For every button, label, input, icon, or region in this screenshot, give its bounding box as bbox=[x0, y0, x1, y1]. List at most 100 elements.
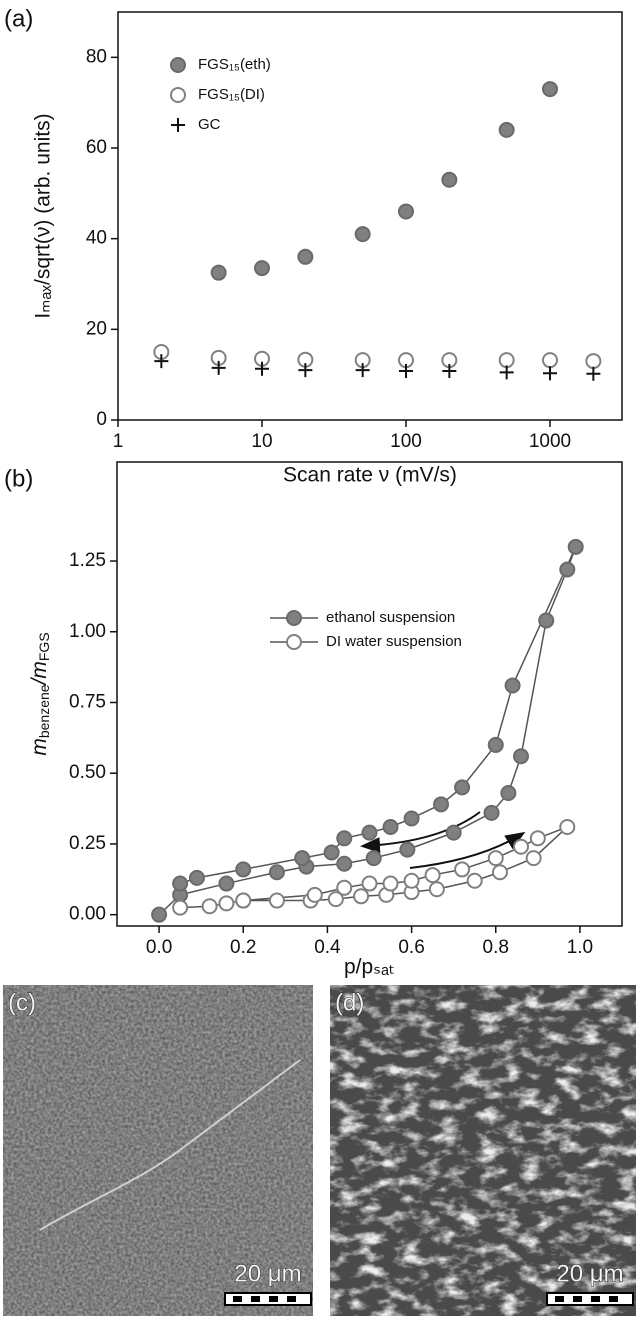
y-axis-label: mbenzene/mFGS bbox=[28, 632, 52, 755]
x-tick-label: 1.0 bbox=[567, 937, 593, 958]
marker-filled bbox=[254, 260, 271, 277]
plot-frame bbox=[116, 461, 623, 927]
marker-open bbox=[361, 875, 378, 892]
marker-filled bbox=[268, 864, 285, 881]
marker-open bbox=[172, 899, 189, 916]
marker-filled bbox=[454, 779, 471, 796]
marker-filled bbox=[513, 748, 529, 765]
marker-open bbox=[424, 867, 441, 884]
marker-open bbox=[235, 892, 252, 909]
panel-label: (c) bbox=[8, 989, 36, 1016]
adsorption-arrow bbox=[409, 831, 526, 869]
marker-open bbox=[327, 891, 344, 908]
marker-filled bbox=[487, 736, 504, 753]
legend-label: GC bbox=[198, 116, 221, 133]
legend-marker bbox=[286, 634, 302, 650]
marker-filled bbox=[445, 824, 462, 841]
x-axis-label: Scan rate ν (mV/s) bbox=[283, 464, 457, 487]
marker-filled bbox=[172, 875, 189, 892]
x-tick-label: 10 bbox=[251, 431, 272, 452]
marker-open bbox=[336, 879, 353, 896]
y-tick-label: 20 bbox=[86, 318, 107, 339]
marker-open bbox=[525, 850, 542, 867]
legend-marker bbox=[170, 87, 186, 103]
legend-marker bbox=[171, 118, 185, 132]
y-tick-label: 0.25 bbox=[69, 833, 106, 854]
marker-open bbox=[513, 838, 529, 855]
legend-label: FGS₁₅(DI) bbox=[198, 86, 265, 103]
marker-open bbox=[403, 872, 420, 889]
y-tick-label: 40 bbox=[86, 228, 107, 249]
y-axis-label-part: m bbox=[28, 738, 51, 756]
marker-filled bbox=[542, 81, 559, 98]
panel-label: (a) bbox=[4, 5, 33, 32]
marker-filled bbox=[235, 861, 252, 878]
marker-plus bbox=[154, 354, 169, 369]
marker-filled bbox=[498, 121, 515, 138]
marker-open bbox=[491, 864, 508, 881]
plot-frame bbox=[117, 11, 623, 421]
marker-filled bbox=[433, 796, 450, 813]
marker-filled bbox=[483, 804, 500, 821]
y-tick-label: 0.50 bbox=[69, 762, 106, 783]
y-tick-label: 60 bbox=[86, 137, 107, 158]
y-tick-label: 80 bbox=[86, 46, 107, 67]
scale-label: 20 μm bbox=[234, 1260, 301, 1287]
marker-open bbox=[542, 352, 559, 369]
legend-label: FGS₁₅(eth) bbox=[198, 56, 271, 73]
y-tick-label: 0 bbox=[96, 409, 107, 430]
marker-filled bbox=[441, 171, 458, 188]
marker-open bbox=[454, 861, 471, 878]
marker-filled bbox=[336, 855, 353, 872]
y-axis-label-part: FGS bbox=[36, 632, 52, 661]
x-tick-label: 0.4 bbox=[314, 937, 341, 958]
marker-plus bbox=[355, 363, 370, 378]
marker-filled bbox=[504, 677, 521, 694]
marker-open bbox=[559, 818, 576, 835]
x-tick-label: 1 bbox=[113, 431, 124, 452]
marker-plus bbox=[255, 361, 270, 376]
marker-open bbox=[487, 850, 504, 867]
y-tick-label: 1.25 bbox=[69, 550, 106, 571]
marker-plus bbox=[586, 366, 601, 381]
marker-filled bbox=[500, 785, 517, 802]
marker-filled bbox=[354, 226, 371, 243]
marker-open bbox=[529, 830, 546, 847]
marker-open bbox=[498, 352, 515, 369]
y-axis-label: Iₘₐₓ/sqrt(ν) (arb. units) bbox=[32, 113, 55, 318]
legend-label: ethanol suspension bbox=[326, 609, 455, 626]
sem-image-d: (d) 20 μm bbox=[330, 985, 636, 1316]
desorption-arrow bbox=[360, 811, 481, 854]
marker-filled bbox=[365, 850, 382, 867]
marker-open bbox=[201, 898, 218, 915]
marker-filled bbox=[567, 538, 584, 555]
scale-label: 20 μm bbox=[556, 1260, 623, 1287]
marker-plus bbox=[399, 364, 414, 379]
marker-filled bbox=[151, 906, 168, 923]
marker-filled bbox=[297, 248, 314, 265]
marker-filled bbox=[538, 612, 555, 629]
x-axis-label: p/pₛₐₜ bbox=[344, 956, 395, 979]
marker-filled bbox=[210, 264, 227, 281]
marker-filled bbox=[294, 850, 311, 867]
legend-label: DI water suspension bbox=[326, 633, 462, 650]
marker-open bbox=[585, 353, 602, 370]
legend-marker bbox=[170, 57, 186, 73]
marker-plus bbox=[442, 364, 457, 379]
x-tick-label: 1000 bbox=[529, 431, 571, 452]
panel-label: (d) bbox=[335, 989, 364, 1016]
marker-filled bbox=[559, 561, 576, 578]
marker-open bbox=[428, 881, 445, 898]
marker-open bbox=[382, 875, 399, 892]
marker-filled bbox=[361, 824, 378, 841]
marker-filled bbox=[398, 203, 415, 220]
x-tick-label: 0.0 bbox=[146, 937, 172, 958]
marker-plus bbox=[499, 365, 514, 380]
marker-filled bbox=[382, 818, 399, 835]
legend-marker bbox=[286, 610, 302, 626]
panel-label: (b) bbox=[4, 465, 33, 492]
series-line bbox=[158, 546, 577, 916]
marker-filled bbox=[218, 875, 235, 892]
sem-image-c: (c) 20 μm bbox=[3, 985, 313, 1316]
x-tick-label: 0.2 bbox=[230, 937, 256, 958]
